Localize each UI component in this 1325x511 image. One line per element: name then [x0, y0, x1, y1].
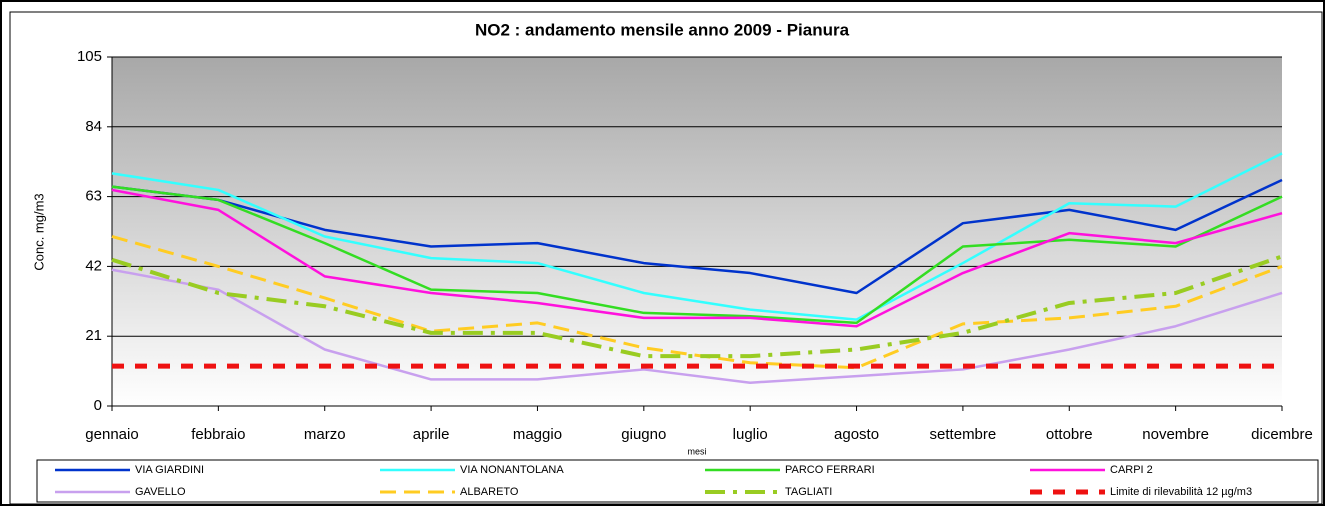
chart-title: NO2 : andamento mensile anno 2009 - Pian… — [475, 20, 850, 39]
x-tick-label: settembre — [930, 426, 997, 443]
legend-label: TAGLIATI — [785, 486, 832, 498]
series-line — [111, 152, 1283, 321]
series-line — [111, 235, 1283, 370]
legend-label: GAVELLO — [135, 486, 186, 498]
y-tick-label: 42 — [85, 257, 102, 274]
y-axis-label: Conc. mg/m3 — [31, 193, 46, 270]
x-tick-label: marzo — [304, 426, 346, 443]
legend — [36, 459, 1319, 503]
legend-label: PARCO FERRARI — [785, 464, 875, 476]
legend-label: CARPI 2 — [1110, 464, 1153, 476]
x-tick-label: agosto — [834, 426, 879, 443]
x-tick-label: giugno — [621, 426, 666, 443]
series-line — [111, 268, 1283, 384]
x-tick-label: febbraio — [191, 426, 245, 443]
series-line — [111, 178, 1283, 295]
y-tick-label: 63 — [85, 188, 102, 205]
plot-area — [112, 57, 1282, 406]
x-axis-label: mesi — [687, 446, 706, 456]
y-tick-label: 84 — [85, 118, 102, 135]
x-tick-label: novembre — [1142, 426, 1209, 443]
x-tick-label: dicembre — [1251, 426, 1313, 443]
y-tick-label: 21 — [85, 327, 102, 344]
series-line — [111, 254, 1283, 359]
x-tick-label: maggio — [513, 426, 562, 443]
legend-label: VIA NONANTOLANA — [460, 464, 564, 476]
legend-label: ALBARETO — [460, 486, 519, 498]
legend-label: VIA GIARDINI — [135, 464, 204, 476]
y-tick-label: 105 — [77, 48, 102, 65]
series-line — [111, 188, 1283, 328]
x-tick-label: luglio — [733, 426, 768, 443]
x-tick-label: aprile — [413, 426, 450, 443]
x-tick-label: ottobre — [1046, 426, 1093, 443]
chart-border — [9, 11, 1323, 505]
y-tick-label: 0 — [94, 397, 102, 414]
legend-label: Limite di rilevabilità 12 µg/m3 — [1110, 486, 1252, 498]
x-tick-label: gennaio — [85, 426, 138, 443]
series-line — [111, 185, 1283, 325]
